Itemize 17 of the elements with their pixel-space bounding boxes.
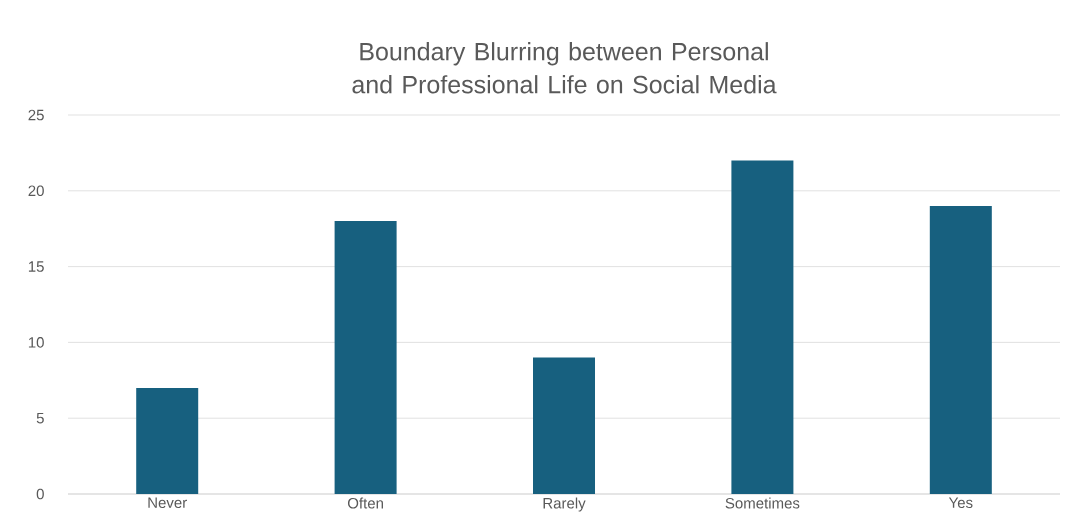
x-tick-label: Often xyxy=(347,497,383,509)
y-tick-label: 15 xyxy=(28,261,44,272)
x-tick-label: Never xyxy=(148,497,187,508)
chart-title: Boundary Blurring between Personal and Professional Life on Social Media xyxy=(352,42,777,94)
y-tick-label: 20 xyxy=(28,185,44,197)
y-tick-label: 25 xyxy=(28,109,44,121)
y-tick-label: 5 xyxy=(36,412,44,424)
x-tick-label: Rarely xyxy=(543,497,586,512)
y-tick-label: 0 xyxy=(36,488,44,500)
bar xyxy=(533,357,595,494)
bar xyxy=(731,160,794,494)
bar xyxy=(136,387,199,494)
y-tick-label: 10 xyxy=(28,337,44,348)
bar xyxy=(929,205,992,494)
bar xyxy=(334,221,397,494)
x-tick-label: Yes xyxy=(948,497,973,508)
x-tick-label: Sometimes xyxy=(725,497,800,509)
